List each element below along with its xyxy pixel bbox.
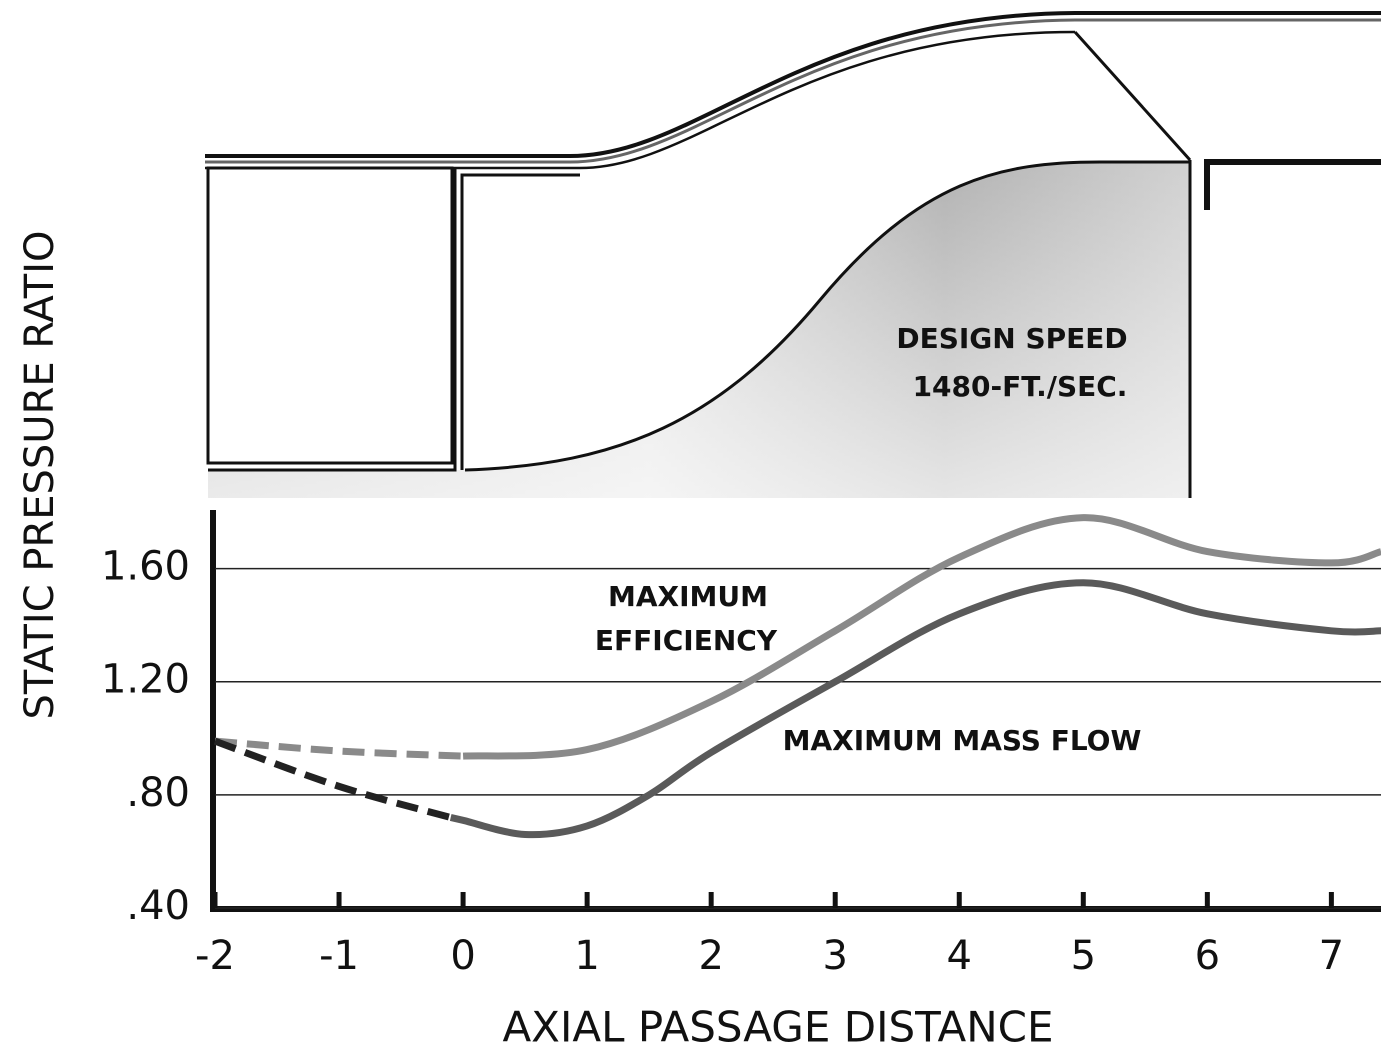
series-line [462,514,1381,760]
y-tick-label: 1.60 [101,544,190,590]
passage-diagram [205,11,1381,498]
y-tick-label: .40 [126,883,190,929]
y-axis-label: STATIC PRESSURE RATIO [17,230,63,719]
x-tick-label: 5 [1071,933,1096,979]
x-tick-label: 1 [574,933,599,979]
x-axis-label: AXIAL PASSAGE DISTANCE [502,1003,1053,1052]
x-tick-label: 3 [822,933,847,979]
x-tick-label: 7 [1319,933,1344,979]
annotation: DESIGN SPEED [896,322,1127,355]
x-tick-label: 0 [450,933,475,979]
series-line [449,579,1381,839]
y-tick-label: .80 [126,770,190,816]
annotation: 1480-FT./SEC. [913,370,1128,403]
x-tick-label: 6 [1195,933,1220,979]
annotation: MAXIMUM [608,580,768,613]
x-tick-label: -2 [195,933,235,979]
x-tick-label: 4 [947,933,972,979]
x-tick-label: -1 [319,933,359,979]
annotation: EFFICIENCY [595,624,778,657]
dashed-line [213,737,452,821]
y-tick-label: 1.20 [101,657,190,703]
annotation: MAXIMUM MASS FLOW [783,724,1142,757]
x-tick-label: 2 [698,933,723,979]
